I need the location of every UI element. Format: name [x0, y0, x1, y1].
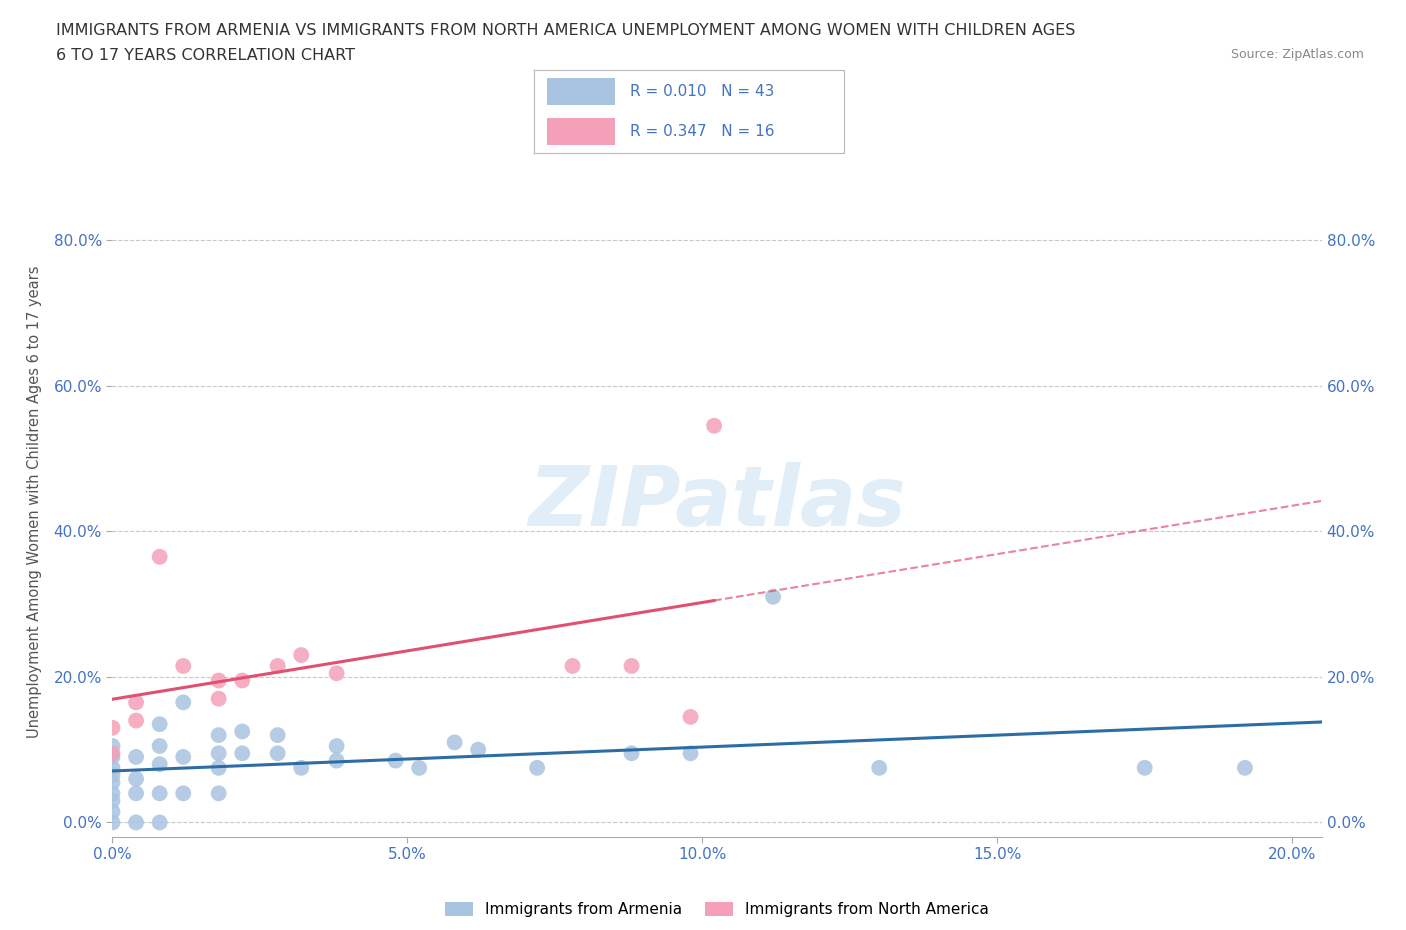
Point	[325, 666, 347, 681]
Point	[679, 710, 702, 724]
Point	[125, 750, 148, 764]
Point	[172, 786, 194, 801]
Point	[208, 746, 231, 761]
Point	[620, 746, 643, 761]
Point	[325, 753, 347, 768]
Point	[762, 590, 785, 604]
Point	[231, 746, 253, 761]
Point	[125, 786, 148, 801]
Point	[149, 738, 172, 753]
Point	[231, 673, 253, 688]
Point	[620, 658, 643, 673]
Point	[101, 761, 124, 776]
Point	[101, 750, 124, 764]
Point	[467, 742, 489, 757]
Point	[172, 695, 194, 710]
Point	[266, 727, 288, 742]
Y-axis label: Unemployment Among Women with Children Ages 6 to 17 years: Unemployment Among Women with Children A…	[28, 266, 42, 738]
Text: Source: ZipAtlas.com: Source: ZipAtlas.com	[1230, 48, 1364, 61]
Bar	[547, 118, 614, 145]
Point	[384, 753, 406, 768]
Point	[443, 735, 465, 750]
Point	[149, 717, 172, 732]
Point	[125, 771, 148, 786]
Point	[125, 713, 148, 728]
Point	[208, 761, 231, 776]
Point	[101, 793, 124, 808]
Point	[290, 647, 312, 662]
Text: IMMIGRANTS FROM ARMENIA VS IMMIGRANTS FROM NORTH AMERICA UNEMPLOYMENT AMONG WOME: IMMIGRANTS FROM ARMENIA VS IMMIGRANTS FR…	[56, 23, 1076, 38]
Point	[149, 550, 172, 565]
Point	[208, 727, 231, 742]
Point	[208, 691, 231, 706]
Text: ZIPatlas: ZIPatlas	[529, 461, 905, 543]
Text: R = 0.010   N = 43: R = 0.010 N = 43	[630, 84, 775, 99]
Point	[149, 757, 172, 772]
Point	[868, 761, 890, 776]
Point	[125, 695, 148, 710]
Point	[101, 775, 124, 790]
Point	[101, 786, 124, 801]
Text: R = 0.347   N = 16: R = 0.347 N = 16	[630, 125, 775, 140]
Point	[172, 658, 194, 673]
Point	[125, 815, 148, 830]
Point	[679, 746, 702, 761]
Point	[266, 658, 288, 673]
Point	[1233, 761, 1256, 776]
Bar	[547, 78, 614, 105]
Point	[231, 724, 253, 739]
Point	[101, 721, 124, 736]
Point	[526, 761, 548, 776]
Point	[101, 815, 124, 830]
Point	[208, 786, 231, 801]
Point	[149, 815, 172, 830]
Point	[290, 761, 312, 776]
Point	[208, 673, 231, 688]
Point	[101, 767, 124, 782]
Point	[266, 746, 288, 761]
Point	[561, 658, 583, 673]
Point	[408, 761, 430, 776]
Text: 6 TO 17 YEARS CORRELATION CHART: 6 TO 17 YEARS CORRELATION CHART	[56, 48, 356, 63]
Point	[101, 738, 124, 753]
Legend: Immigrants from Armenia, Immigrants from North America: Immigrants from Armenia, Immigrants from…	[439, 896, 995, 923]
Point	[703, 418, 725, 433]
Point	[101, 746, 124, 761]
Point	[172, 750, 194, 764]
Point	[1133, 761, 1156, 776]
Point	[101, 804, 124, 819]
Point	[325, 738, 347, 753]
Point	[149, 786, 172, 801]
